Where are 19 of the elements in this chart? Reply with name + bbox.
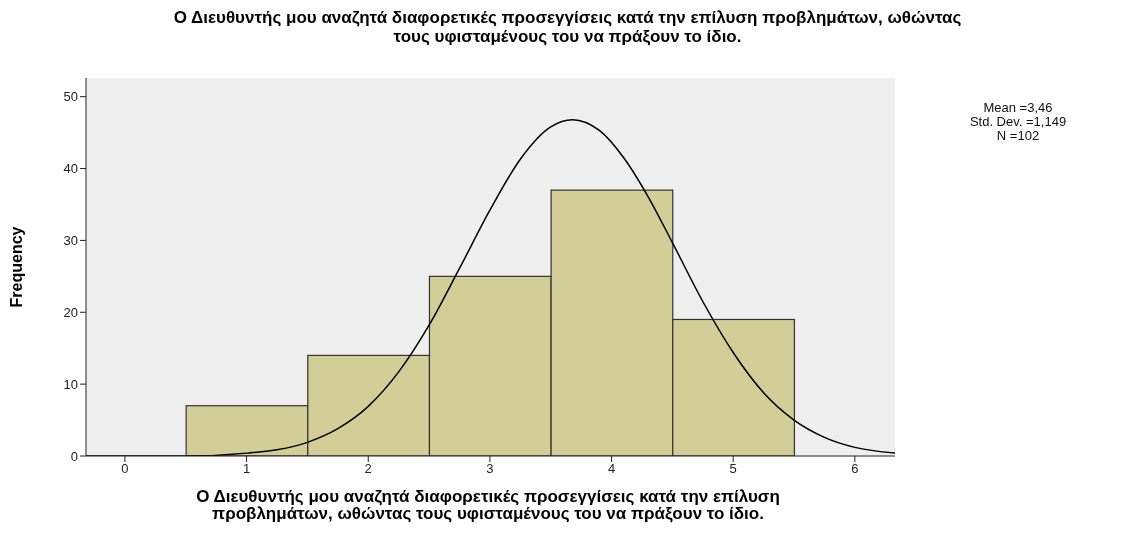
x-tick-label: 2 bbox=[364, 461, 372, 477]
y-tick-label: 40 bbox=[63, 161, 78, 177]
x-tick-label: 1 bbox=[242, 461, 251, 477]
text: N =102 bbox=[995, 128, 1041, 143]
text: Mean =3,46 bbox=[982, 100, 1054, 115]
chart-title: Ο Διευθυντής μου αναζητά διαφορετικές προσεγγίσεις κατά την επίλυση προβλημάτων, ωθώντας τους υφισταμένους του να πράξουν το ίδιο. bbox=[172, 8, 963, 46]
y-tick-label: 30 bbox=[63, 233, 78, 249]
y-tick-label: 50 bbox=[63, 89, 78, 105]
y-tick-label: 0 bbox=[70, 448, 78, 464]
y-axis-title: Frequency bbox=[7, 226, 25, 308]
x-tick-label: 6 bbox=[851, 461, 859, 477]
y-tick-label: 10 bbox=[63, 376, 78, 392]
x-tick-label: 4 bbox=[607, 461, 616, 477]
y-tick-label: 20 bbox=[63, 304, 78, 320]
x-tick-label: 3 bbox=[486, 461, 494, 477]
x-tick-label: 0 bbox=[121, 461, 129, 477]
x-axis-title: Ο Διευθυντής μου αναζητά διαφορετικές προσεγγίσεις κατά την επίλυση προβλημάτων, ωθώντας τους υφισταμένους του να πράξουν το ίδιο. bbox=[195, 487, 781, 523]
x-tick-label: 5 bbox=[729, 461, 737, 477]
text: Std. Dev. =1,149 bbox=[968, 114, 1068, 129]
